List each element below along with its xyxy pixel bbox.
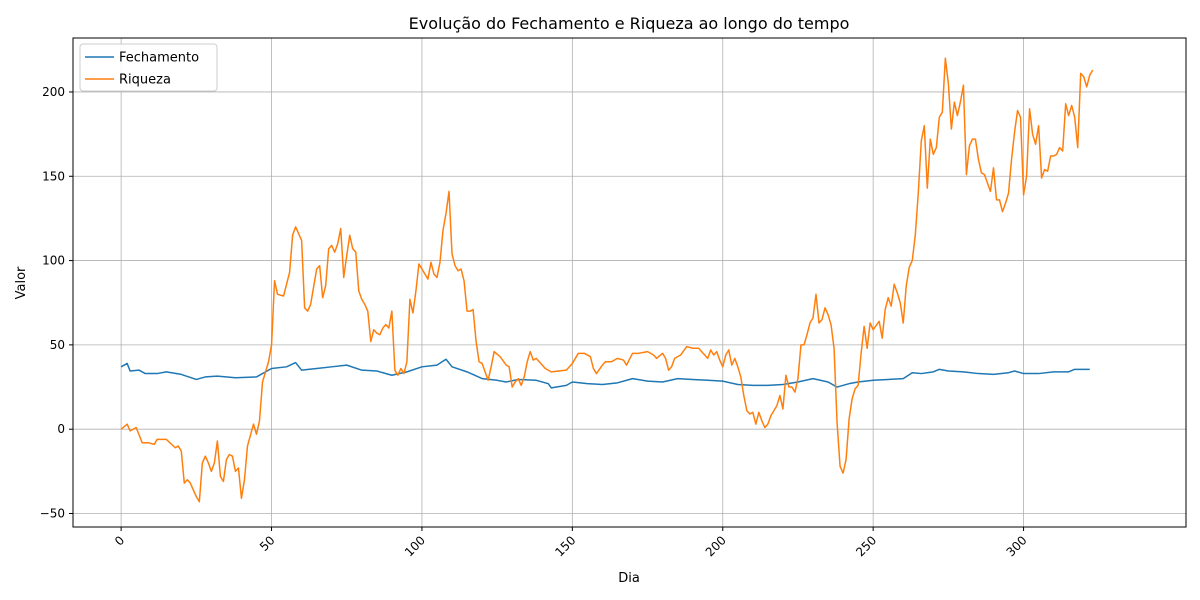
- x-axis-label: Dia: [618, 571, 640, 586]
- legend-box: [79, 43, 218, 92]
- y-tick-label: 150: [42, 169, 65, 183]
- y-axis-ticks: −50 0 50 100 150 200: [40, 85, 73, 521]
- x-tick-label: 200: [703, 533, 729, 559]
- y-tick-label: 200: [42, 85, 65, 99]
- legend-label-riqueza: Riqueza: [119, 73, 171, 88]
- legend-label-fechamento: Fechamento: [119, 51, 199, 66]
- chart-title: Evolução do Fechamento e Riqueza ao long…: [409, 14, 850, 33]
- x-tick-label: 100: [402, 533, 428, 559]
- legend: Fechamento Riqueza: [79, 43, 218, 92]
- x-tick-label: 150: [552, 533, 578, 559]
- y-tick-label: −50: [40, 507, 65, 521]
- y-tick-label: 0: [57, 422, 65, 436]
- y-tick-label: 100: [42, 254, 65, 268]
- series-line-fechamento: [120, 358, 1090, 389]
- plot-area-frame: [72, 37, 1187, 528]
- series-lines: [120, 57, 1094, 503]
- grid: [73, 38, 1186, 527]
- y-tick-label: 50: [50, 338, 65, 352]
- x-tick-label: 0: [112, 533, 127, 548]
- x-axis-ticks: 0 50 100 150 200 250 300: [112, 527, 1030, 559]
- x-tick-label: 50: [257, 533, 278, 554]
- x-tick-label: 300: [1004, 533, 1030, 559]
- series-line-riqueza: [120, 57, 1094, 503]
- y-axis-label: Valor: [14, 266, 29, 299]
- x-tick-label: 250: [853, 533, 879, 559]
